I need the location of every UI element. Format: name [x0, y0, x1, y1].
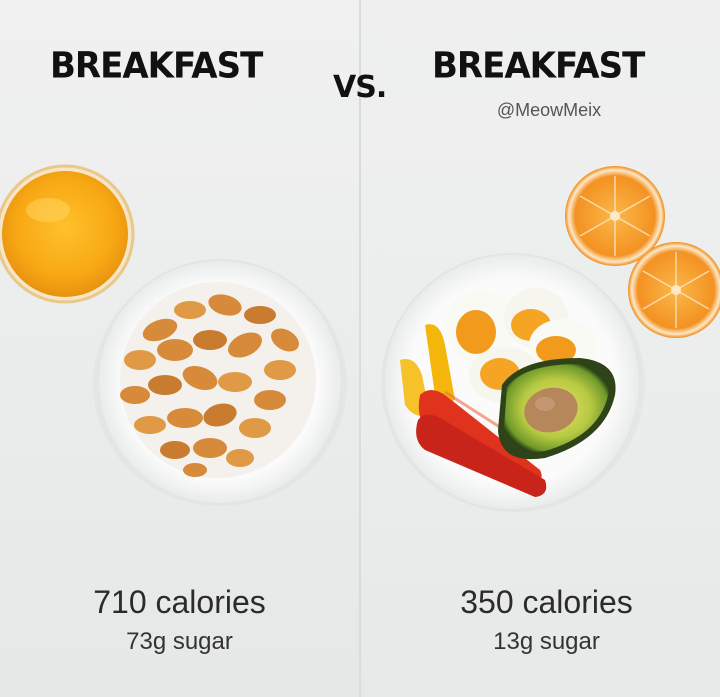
left-title: BREAKFAST: [50, 45, 263, 87]
vs-label: VS.: [333, 70, 387, 105]
panel-divider: [359, 0, 361, 697]
orange-juice-glass: [0, 164, 135, 304]
cereal-bowl: [93, 259, 347, 506]
left-sugar: 73g sugar: [126, 628, 233, 655]
orange-halves: [565, 166, 720, 338]
author-handle: @MeowMeix: [496, 100, 602, 120]
right-sugar: 13g sugar: [493, 628, 600, 655]
avocado-half: [498, 358, 616, 460]
left-calories: 710 calories: [93, 584, 266, 620]
cornflakes: [120, 294, 299, 477]
right-calories: 350 calories: [460, 584, 633, 620]
healthy-bowl: [381, 253, 645, 512]
right-title: BREAKFAST: [432, 45, 645, 87]
